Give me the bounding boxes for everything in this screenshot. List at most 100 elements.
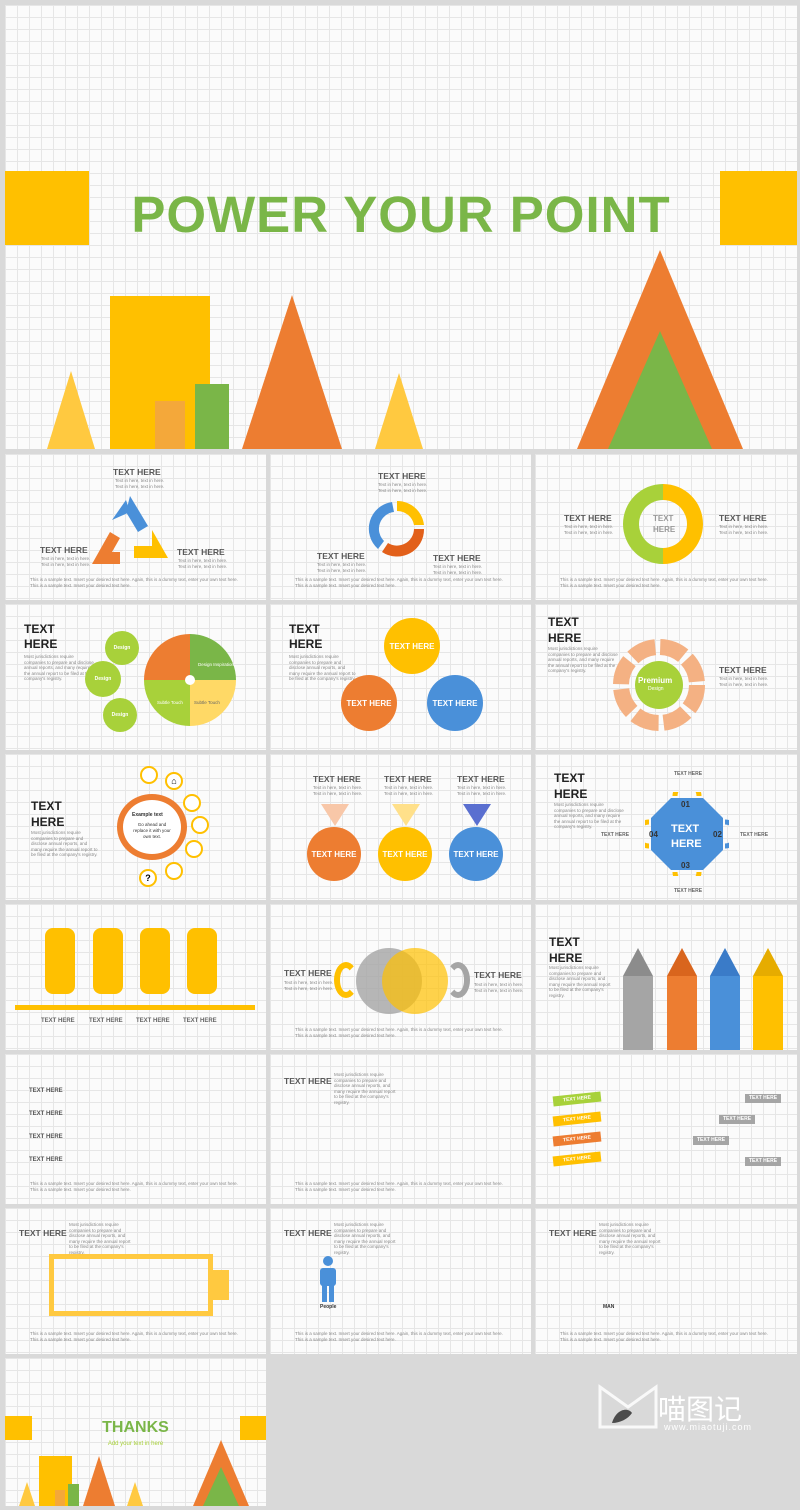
slide-note-left: Text in here, text in here. Text in here… <box>564 524 614 535</box>
slide-man[interactable]: TEXT HERE Most jurisdictions require com… <box>535 1208 797 1354</box>
bag-icon[interactable] <box>183 794 201 812</box>
man-label: MAN <box>603 1304 615 1310</box>
slide-heading-line1: TEXT <box>549 935 580 949</box>
slide-note-left: Text in here, text in here. Text in here… <box>284 980 334 991</box>
home-icon[interactable]: ⌂ <box>165 772 183 790</box>
flag-3: TEXT HERE <box>693 1136 729 1145</box>
thanks-green-tri <box>203 1467 239 1506</box>
cover-green-triangle <box>608 331 712 449</box>
slide-ribbons[interactable]: TEXT HERE TEXT HERE TEXT HERE TEXT HERE … <box>535 1054 797 1204</box>
slide-paragraph: Most jurisdictions require companies to … <box>31 830 98 857</box>
battery-icon[interactable] <box>185 840 203 858</box>
slide-paragraph: Most jurisdictions require companies to … <box>334 1072 396 1105</box>
octagon-center-line1: TEXT <box>671 823 700 835</box>
cover-orange-triangle <box>242 295 342 449</box>
slide-icon-orbit[interactable]: TEXT HERE Most jurisdictions require com… <box>5 754 266 900</box>
slide-heading-line2: HERE <box>289 637 323 651</box>
octagon-left-label: TEXT HERE <box>601 832 630 838</box>
slide-pencils[interactable]: TEXT HERE Most jurisdictions require com… <box>535 904 797 1050</box>
slide-label-top: TEXT HERE <box>113 467 161 477</box>
slide-footer: This is a sample text. Insert your desir… <box>560 1331 768 1342</box>
slide-heading-line2: HERE <box>554 787 588 801</box>
slide-cycle-arrows[interactable]: TEXT HERE Text in here, text in here. Te… <box>270 454 531 600</box>
cover-small-triangle-1 <box>47 371 95 449</box>
slide-label-left: TEXT HERE <box>564 513 612 523</box>
pie-label-1: Design Inspiration <box>198 662 235 667</box>
slide-heading-line2: HERE <box>24 637 58 651</box>
slide-label-top: TEXT HERE <box>378 471 426 481</box>
slide-people[interactable]: TEXT HERE Most jurisdictions require com… <box>270 1208 531 1354</box>
timeline-label-1: TEXT HERE <box>41 1018 75 1024</box>
slide-cover[interactable]: POWER YOUR POINT <box>5 5 797 449</box>
octagon-bottom-label: TEXT HERE <box>674 888 703 894</box>
slide-footer: This is a sample text. Insert your desir… <box>30 1331 238 1342</box>
slide-note-right: Text in here, text in here. Text in here… <box>719 676 769 687</box>
slide-ring[interactable]: TEXT HERE Text in here, text in here. Te… <box>535 454 797 600</box>
recycle-icon <box>92 496 168 564</box>
slide-octagon[interactable]: TEXT HERE Most jurisdictions require com… <box>535 754 797 900</box>
col1-label: TEXT HERE <box>313 774 361 784</box>
slide-battery[interactable]: TEXT HERE Most jurisdictions require com… <box>5 1208 266 1354</box>
octagon-num-04: 04 <box>649 830 658 839</box>
timeline-tab-2 <box>93 928 123 994</box>
list-item-4: TEXT HERE <box>29 1157 63 1163</box>
ribbon-2: TEXT HERE <box>552 1111 602 1127</box>
slide-premium-design[interactable]: TEXT HERE Most jurisdictions require com… <box>535 604 797 750</box>
pencil-gray <box>623 976 653 1050</box>
slide-note-right: Text in here, text in here. Text in here… <box>178 558 228 569</box>
octagon-top-label: TEXT HERE <box>674 771 703 777</box>
settings-icon[interactable] <box>191 816 209 834</box>
timeline-tab-3 <box>140 928 170 994</box>
pie-label-3: Subtle Touch <box>194 700 220 705</box>
col3-note: Text in here, text in here. Text in here… <box>457 785 507 796</box>
timeline-line <box>15 1005 255 1010</box>
slide-venn[interactable]: TEXT HERE Text in here, text in here. Te… <box>270 904 531 1050</box>
slide-recycle[interactable]: TEXT HERE Text in here, text in here. Te… <box>5 454 266 600</box>
slide-note-left: Text in here, text in here. Text in here… <box>317 562 367 573</box>
slide-paragraph: Most jurisdictions require companies to … <box>24 654 94 681</box>
slide-list[interactable]: TEXT HERE TEXT HERE TEXT HERE TEXT HERE … <box>5 1054 266 1204</box>
circle-blue: TEXT HERE <box>449 827 503 881</box>
pencil-tip-orange <box>667 948 697 976</box>
thanks-tri-1 <box>19 1482 35 1506</box>
timeline-label-2: TEXT HERE <box>89 1018 123 1024</box>
slide-note-right: Text in here, text in here. Text in here… <box>719 524 769 535</box>
slide-note-left: Text in here, text in here. Text in here… <box>41 556 91 567</box>
flag-2: TEXT HERE <box>719 1115 755 1124</box>
venn-yellow <box>382 948 448 1014</box>
slide-paragraph: Most jurisdictions require companies to … <box>289 654 356 681</box>
orbit-center-title: Example text <box>132 812 163 818</box>
funnel-yellow <box>392 804 420 826</box>
slide-footer: This is a sample text. Insert your desir… <box>30 577 238 588</box>
ring-center-line2: HERE <box>653 525 676 534</box>
person-label: People <box>320 1304 337 1310</box>
slide-text-blank[interactable]: TEXT HERE Most jurisdictions require com… <box>270 1054 531 1204</box>
timeline-tab-4 <box>187 928 217 994</box>
design-pie-chart <box>144 634 236 726</box>
gear-icon[interactable] <box>140 766 158 784</box>
circle-orange: TEXT HERE <box>307 827 361 881</box>
octagon-center-line2: HERE <box>671 838 702 850</box>
slide-heading-line1: TEXT <box>289 622 320 636</box>
person-icon <box>320 1256 336 1302</box>
slide-label-left: TEXT HERE <box>40 545 88 555</box>
list-item-2: TEXT HERE <box>29 1111 63 1117</box>
slide-paragraph: Most jurisdictions require companies to … <box>548 646 618 673</box>
chart-icon[interactable] <box>165 862 183 880</box>
circle-yellow: TEXT HERE <box>378 827 432 881</box>
thanks-title: THANKS <box>102 1419 169 1436</box>
slide-thanks[interactable]: THANKS Add your text in here <box>5 1358 266 1506</box>
slide-label: TEXT HERE <box>284 1076 332 1086</box>
octagon-num-02: 02 <box>713 830 722 839</box>
pencil-blue <box>710 976 740 1050</box>
thanks-left-bar <box>5 1416 32 1440</box>
slide-design-pie[interactable]: TEXT HERE Most jurisdictions require com… <box>5 604 266 750</box>
list-item-3: TEXT HERE <box>29 1134 63 1140</box>
slide-heading-line2: HERE <box>549 951 583 965</box>
cycle-arrows-icon <box>368 500 425 557</box>
slide-three-circles[interactable]: TEXT HERE Most jurisdictions require com… <box>270 604 531 750</box>
slide-heading-line1: TEXT <box>554 771 585 785</box>
slide-funnel-circles[interactable]: TEXT HERE Text in here, text in here. Te… <box>270 754 531 900</box>
slide-timeline[interactable]: TEXT HERE TEXT HERE TEXT HERE TEXT HERE <box>5 904 266 1050</box>
question-icon[interactable]: ? <box>139 869 157 887</box>
